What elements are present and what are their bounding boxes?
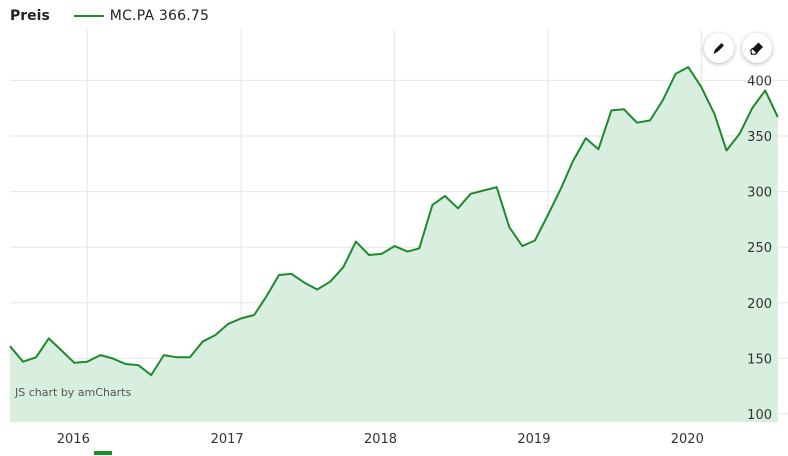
x-tick-label: 2019: [517, 432, 550, 447]
y-tick-label: 150: [747, 352, 772, 367]
data-point: [635, 120, 640, 125]
data-point: [494, 185, 499, 190]
y-tick-label: 400: [747, 74, 772, 89]
data-point: [520, 244, 525, 249]
data-point: [775, 115, 780, 120]
data-point: [72, 360, 77, 365]
y-tick-label: 100: [747, 408, 772, 423]
x-tick-label: 2018: [364, 432, 397, 447]
data-point: [468, 191, 473, 196]
data-point: [699, 85, 704, 90]
data-point: [59, 348, 64, 353]
data-point: [136, 363, 141, 368]
data-point: [149, 373, 154, 378]
data-point: [737, 131, 742, 136]
legend-series-swatch: [73, 15, 104, 17]
pencil-button[interactable]: [704, 33, 734, 63]
pencil-icon: [713, 43, 724, 54]
data-point: [609, 108, 614, 113]
data-point: [315, 287, 320, 292]
data-point: [392, 244, 397, 249]
y-tick-label: 250: [747, 241, 772, 256]
eraser-icon: [750, 42, 763, 55]
data-point: [263, 295, 268, 300]
data-point: [302, 280, 307, 285]
data-point: [187, 355, 192, 360]
data-point: [481, 188, 486, 193]
data-point: [328, 279, 333, 284]
series-line: [9, 66, 779, 377]
data-point: [341, 265, 346, 270]
data-point: [686, 65, 691, 70]
data-point: [277, 273, 282, 278]
data-point: [239, 316, 244, 321]
data-point: [213, 333, 218, 338]
eraser-button[interactable]: [742, 33, 772, 63]
data-point: [200, 339, 205, 344]
data-point: [570, 159, 575, 164]
data-point: [648, 118, 653, 123]
data-point: [724, 148, 729, 153]
data-point: [289, 271, 294, 276]
data-point: [507, 225, 512, 230]
data-point: [46, 336, 51, 341]
data-point: [545, 213, 550, 218]
data-point: [110, 356, 115, 361]
data-point: [559, 186, 564, 191]
data-point: [379, 251, 384, 256]
chart-legend: Preis MC.PA 366.75: [10, 6, 209, 26]
legend-title: Preis: [10, 8, 50, 24]
data-point: [85, 359, 90, 364]
data-point: [353, 239, 358, 244]
legend-series-label: MC.PA 366.75: [109, 8, 210, 24]
data-point: [622, 107, 627, 112]
data-point: [366, 253, 371, 258]
data-point: [596, 147, 601, 152]
data-point: [161, 353, 166, 358]
series-area: [10, 67, 778, 422]
data-point: [252, 313, 257, 318]
data-point: [405, 249, 410, 254]
scrollbar-grip[interactable]: [94, 451, 112, 455]
x-tick-label: 2020: [671, 432, 704, 447]
data-point: [456, 206, 461, 211]
data-point: [673, 71, 678, 76]
data-point: [532, 238, 537, 243]
chart-credit[interactable]: JS chart by amCharts: [15, 386, 132, 399]
data-point: [21, 359, 26, 364]
data-point: [226, 321, 231, 326]
data-point: [583, 136, 588, 141]
y-tick-label: 300: [747, 186, 772, 201]
data-point: [417, 246, 422, 251]
data-point: [443, 194, 448, 199]
data-point: [98, 353, 103, 358]
data-point: [712, 111, 717, 116]
data-point: [750, 106, 755, 111]
x-tick-label: 2016: [57, 432, 90, 447]
data-point: [34, 355, 39, 360]
x-tick-label: 2017: [211, 432, 244, 447]
data-point: [174, 355, 179, 360]
y-tick-label: 200: [747, 297, 772, 312]
data-point: [660, 98, 665, 103]
y-tick-label: 350: [747, 130, 772, 145]
data-point: [430, 202, 435, 207]
data-point: [123, 362, 128, 367]
data-point: [8, 344, 13, 349]
